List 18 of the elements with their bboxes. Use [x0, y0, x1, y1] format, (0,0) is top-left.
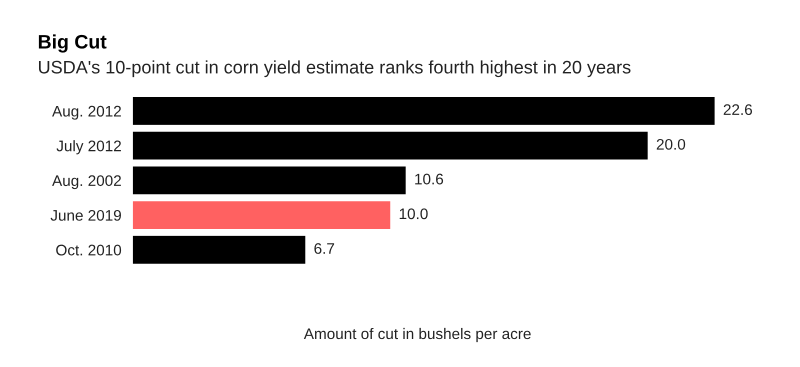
- bar: [132, 132, 648, 160]
- x-axis-title: Amount of cut in bushels per acre: [304, 328, 531, 342]
- bar: [132, 236, 306, 264]
- data-label: 6.7: [314, 243, 334, 254]
- y-tick-label: July 2012: [56, 140, 121, 154]
- data-label: 22.6: [724, 104, 752, 116]
- y-tick-label: Aug. 2002: [52, 175, 121, 190]
- y-tick-label: Oct. 2010: [56, 244, 122, 256]
- data-label: 10.0: [400, 208, 428, 220]
- bar: [132, 97, 715, 125]
- bar: [132, 201, 390, 229]
- y-tick-label: June 2019: [50, 210, 121, 221]
- bar: [132, 166, 406, 194]
- chart-subtitle: USDA's 10-point cut in corn yield estimate ranks fourth highest in 20 years: [38, 60, 630, 78]
- data-label: 10.6: [415, 174, 444, 184]
- data-label: 20.0: [656, 138, 686, 150]
- chart-title: Big Cut: [38, 34, 106, 53]
- y-tick-label: Aug. 2012: [52, 106, 121, 120]
